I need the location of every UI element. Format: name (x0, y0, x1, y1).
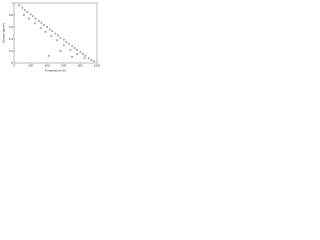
point (23, 9, 26, 12)
point (62, 44, 65, 46)
point (79, 51, 82, 54)
point (83, 57, 86, 60)
x-axis-label: Temperature (K) (45, 68, 67, 72)
point (92, 60, 95, 63)
point (48, 28, 51, 31)
point (34, 17, 37, 20)
y-tick-label: 0.8 (9, 13, 14, 17)
point (54, 32, 57, 35)
y-tick-label: 0 (11, 61, 13, 65)
x-tick-label: 1000 (94, 63, 100, 67)
point (84, 54, 87, 57)
x-tick-label: 400 (45, 63, 50, 67)
point (26, 11, 29, 13)
point (71, 45, 74, 48)
point (73, 47, 76, 49)
point (38, 20, 40, 22)
point (76, 48, 78, 51)
point (28, 17, 30, 20)
y-axis-label: Density (g/cm³) (1, 23, 5, 43)
point (33, 22, 36, 25)
point (62, 38, 65, 41)
point (59, 50, 62, 52)
point (81, 53, 84, 55)
x-tick-label: 0 (13, 63, 15, 67)
point (67, 42, 70, 45)
point (56, 39, 59, 42)
y-tick-label: 0.6 (9, 25, 14, 29)
point (21, 6, 24, 9)
point (47, 54, 50, 57)
point (29, 13, 32, 16)
point (46, 26, 49, 28)
x-tick-label: 800 (78, 63, 83, 67)
point (59, 36, 62, 39)
point (71, 56, 74, 58)
plot-frame (13, 2, 98, 64)
point (65, 41, 68, 43)
y-tick-label: 0.4 (9, 37, 14, 41)
y-tick-label: 0.2 (9, 49, 14, 53)
point (44, 30, 47, 33)
point (50, 35, 53, 37)
point (51, 30, 54, 33)
point (42, 24, 45, 27)
chart: Temperature (K) Density (g/cm³) 0 0.2 0.4 0… (1, 1, 100, 73)
point (87, 57, 90, 60)
point (39, 27, 42, 30)
point (23, 14, 25, 16)
point (57, 34, 59, 37)
page: {"chart_data": {"type": "scatter", "x_la… (0, 0, 100, 75)
point (18, 4, 20, 7)
x-tick-label: 200 (28, 63, 33, 67)
point (76, 53, 78, 55)
point (32, 15, 34, 18)
point (69, 48, 72, 51)
y-tick-label: 1 (11, 1, 13, 5)
x-tick-label: 600 (61, 63, 66, 67)
point (90, 59, 93, 61)
point (40, 21, 43, 24)
